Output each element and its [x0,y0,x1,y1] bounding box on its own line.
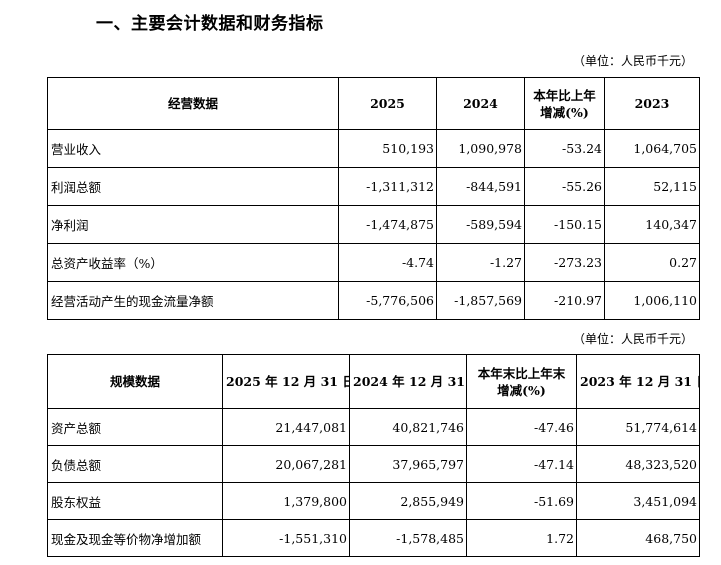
row-label: 总资产收益率（%） [47,243,339,282]
value-cell: 20,067,281 [222,445,350,483]
header-cell: 2023 年 12 月 31 日 [576,354,700,409]
table-header-row: 规模数据 2025 年 12 月 31 日 2024 年 12 月 31 日 本… [47,354,700,409]
scale-data-table: 规模数据 2025 年 12 月 31 日 2024 年 12 月 31 日 本… [47,354,700,557]
row-label: 股东权益 [47,482,223,520]
header-cell: 2025 [338,77,437,130]
table-row: 现金及现金等价物净增加额 -1,551,310 -1,578,485 1.72 … [47,519,700,557]
table-row: 资产总额 21,447,081 40,821,746 -47.46 51,774… [47,408,700,446]
value-cell: -1,578,485 [349,519,467,557]
operating-data-table: 经营数据 2025 2024 本年比上年 增减(%) 2023 营业收入 510… [47,77,700,320]
value-cell: -51.69 [466,482,577,520]
table-row: 总资产收益率（%） -4.74 -1.27 -273.23 0.27 [47,243,700,282]
value-cell: 37,965,797 [349,445,467,483]
header-cell: 本年末比上年末 增减(%) [466,354,577,409]
value-cell: 21,447,081 [222,408,350,446]
header-cell: 规模数据 [47,354,223,409]
header-cell: 本年比上年 增减(%) [524,77,605,130]
table-row: 经营活动产生的现金流量净额 -5,776,506 -1,857,569 -210… [47,281,700,320]
value-cell: 1.72 [466,519,577,557]
value-cell: -47.14 [466,445,577,483]
row-label: 负债总额 [47,445,223,483]
table-row: 股东权益 1,379,800 2,855,949 -51.69 3,451,09… [47,482,700,520]
value-cell: 2,855,949 [349,482,467,520]
value-cell: 1,064,705 [604,129,700,168]
value-cell: -1,857,569 [436,281,525,320]
value-cell: -273.23 [524,243,605,282]
value-cell: 3,451,094 [576,482,700,520]
value-cell: 1,006,110 [604,281,700,320]
value-cell: -844,591 [436,167,525,206]
header-cell: 2024 [436,77,525,130]
row-label: 现金及现金等价物净增加额 [47,519,223,557]
table-header-row: 经营数据 2025 2024 本年比上年 增减(%) 2023 [47,77,700,130]
value-cell: -5,776,506 [338,281,437,320]
value-cell: 1,090,978 [436,129,525,168]
value-cell: 510,193 [338,129,437,168]
value-cell: 48,323,520 [576,445,700,483]
row-label: 营业收入 [47,129,339,168]
value-cell: 52,115 [604,167,700,206]
row-label: 经营活动产生的现金流量净额 [47,281,339,320]
value-cell: 40,821,746 [349,408,467,446]
value-cell: -53.24 [524,129,605,168]
header-cell: 2025 年 12 月 31 日 [222,354,350,409]
value-cell: 1,379,800 [222,482,350,520]
value-cell: -210.97 [524,281,605,320]
value-cell: -55.26 [524,167,605,206]
unit-label-operating: （单位：人民币千元） [572,54,693,68]
value-cell: -1,311,312 [338,167,437,206]
value-cell: -150.15 [524,205,605,244]
header-cell: 2024 年 12 月 31 日 [349,354,467,409]
header-cell: 2023 [604,77,700,130]
value-cell: -47.46 [466,408,577,446]
value-cell: -4.74 [338,243,437,282]
table-row: 负债总额 20,067,281 37,965,797 -47.14 48,323… [47,445,700,483]
table-row: 净利润 -1,474,875 -589,594 -150.15 140,347 [47,205,700,244]
row-label: 利润总额 [47,167,339,206]
value-cell: -589,594 [436,205,525,244]
value-cell: -1.27 [436,243,525,282]
row-label: 净利润 [47,205,339,244]
table-row: 营业收入 510,193 1,090,978 -53.24 1,064,705 [47,129,700,168]
table-row: 利润总额 -1,311,312 -844,591 -55.26 52,115 [47,167,700,206]
row-label: 资产总额 [47,408,223,446]
value-cell: 51,774,614 [576,408,700,446]
value-cell: 0.27 [604,243,700,282]
unit-label-scale: （单位：人民币千元） [572,332,693,346]
value-cell: -1,551,310 [222,519,350,557]
header-cell: 经营数据 [47,77,339,130]
value-cell: 468,750 [576,519,700,557]
value-cell: 140,347 [604,205,700,244]
value-cell: -1,474,875 [338,205,437,244]
section-heading: 一、主要会计数据和财务指标 [96,14,324,34]
